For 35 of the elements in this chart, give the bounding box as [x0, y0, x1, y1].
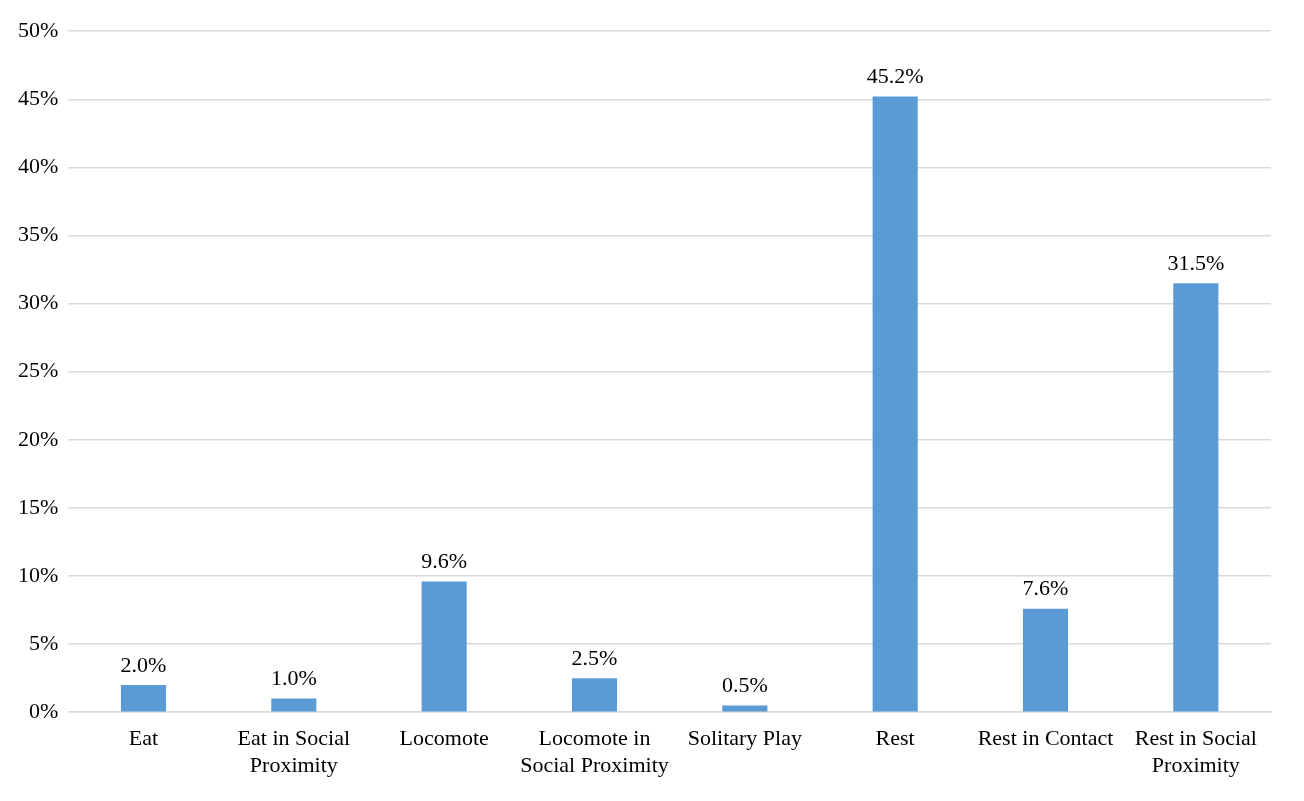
x-tick-label: Eat [128, 725, 159, 751]
x-tick-label: Rest in Social Proximity [1134, 725, 1257, 777]
y-tick-label: 10% [18, 561, 59, 587]
x-tick-label: Locomote in Social Proximity [520, 725, 669, 777]
x-tick-label: Rest in Contact [977, 725, 1114, 751]
bar [271, 698, 317, 712]
data-label: 9.6% [421, 548, 468, 574]
y-tick-label: 35% [18, 221, 59, 247]
x-tick-label: Eat in Social Proximity [237, 725, 351, 777]
bar [1022, 608, 1069, 712]
y-tick-label: 5% [29, 629, 59, 655]
bar [421, 581, 467, 712]
data-label: 1.0% [270, 665, 317, 691]
bar [120, 684, 167, 712]
y-tick-label: 30% [18, 289, 59, 315]
data-label: 2.5% [571, 644, 618, 670]
x-tick-label: Locomote [399, 725, 489, 751]
bar [571, 678, 618, 712]
data-label: 2.0% [120, 651, 167, 677]
data-label: 7.6% [1022, 575, 1069, 601]
y-tick-label: 25% [18, 357, 59, 383]
y-tick-label: 20% [18, 425, 59, 451]
x-tick-label: Solitary Play [687, 725, 802, 751]
y-tick-label: 50% [18, 16, 59, 42]
data-label: 45.2% [866, 63, 924, 89]
y-tick-label: 40% [18, 153, 59, 179]
bar [1173, 283, 1219, 712]
y-tick-label: 45% [18, 85, 59, 111]
bar [872, 96, 918, 712]
data-label: 0.5% [721, 672, 768, 698]
bar [722, 705, 768, 712]
y-tick-label: 15% [18, 493, 59, 519]
data-label: 31.5% [1167, 249, 1225, 275]
x-tick-label: Rest [875, 725, 915, 751]
y-tick-label: 0% [29, 697, 59, 723]
